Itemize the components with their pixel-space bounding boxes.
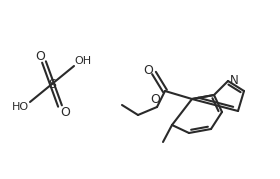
Text: N: N — [230, 74, 238, 86]
Text: HO: HO — [11, 102, 29, 112]
Text: O: O — [35, 50, 45, 62]
Text: S: S — [48, 78, 56, 91]
Text: O: O — [143, 64, 153, 76]
Text: O: O — [150, 93, 160, 105]
Text: O: O — [60, 105, 70, 118]
Text: OH: OH — [74, 56, 92, 66]
